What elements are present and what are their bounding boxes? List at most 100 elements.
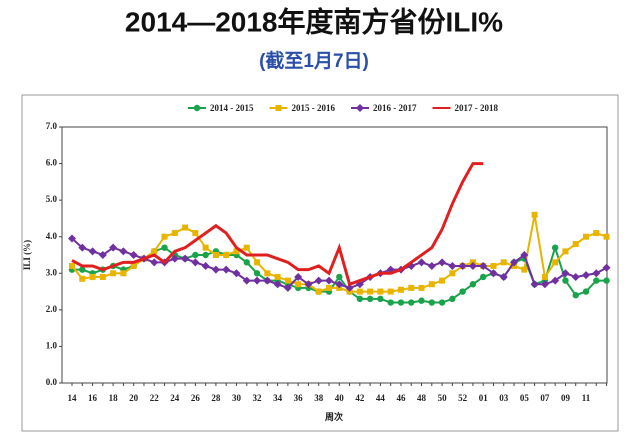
x-tick-label: 42 (355, 393, 365, 403)
marker (387, 288, 394, 295)
marker (480, 273, 487, 281)
marker (562, 277, 569, 284)
y-tick-label: 3.0 (46, 267, 58, 277)
x-tick-label: 32 (253, 393, 263, 403)
x-tick-label: 11 (582, 393, 591, 403)
series-line (71, 162, 484, 287)
y-tick-label: 5.0 (46, 194, 58, 204)
marker (335, 280, 344, 289)
marker (68, 234, 76, 243)
marker (428, 299, 435, 306)
marker (356, 104, 364, 112)
marker (192, 251, 199, 259)
marker (109, 243, 118, 252)
marker (336, 273, 343, 281)
marker (326, 284, 332, 291)
marker (449, 270, 456, 277)
marker (243, 244, 250, 251)
marker (161, 244, 168, 251)
marker (459, 288, 466, 295)
marker (254, 259, 261, 266)
marker (212, 252, 219, 258)
marker (458, 261, 467, 270)
marker (79, 275, 86, 282)
marker (222, 265, 231, 274)
marker (593, 277, 600, 284)
y-tick-label: 4.0 (46, 231, 58, 241)
x-tick-label: 26 (191, 393, 201, 403)
marker (89, 273, 96, 280)
marker (275, 105, 282, 111)
marker (283, 283, 292, 292)
marker (223, 252, 230, 258)
marker (561, 269, 570, 278)
x-tick-label: 14 (68, 393, 78, 403)
marker (192, 230, 199, 237)
x-tick-label: 48 (417, 393, 427, 403)
x-tick-label: 52 (458, 393, 468, 403)
legend-label: 2015 - 2016 (292, 103, 336, 113)
marker (314, 276, 323, 285)
marker (551, 244, 559, 251)
marker (253, 276, 262, 285)
marker (500, 259, 507, 266)
marker (377, 288, 384, 295)
marker (540, 280, 549, 289)
marker (233, 248, 240, 255)
marker (182, 224, 189, 231)
chart-title: 2014—2018年度南方省份ILI% (125, 5, 503, 37)
marker (356, 288, 363, 295)
marker (602, 263, 611, 272)
x-tick-label: 50 (438, 393, 448, 403)
marker (417, 258, 426, 267)
chart-frame (21, 94, 619, 432)
x-axis-label: 周次 (325, 411, 343, 422)
marker (315, 288, 322, 295)
marker (572, 292, 579, 299)
marker (397, 286, 404, 293)
marker (170, 254, 179, 263)
marker (582, 271, 590, 280)
marker (520, 251, 529, 259)
marker (572, 241, 579, 248)
marker (438, 299, 446, 306)
marker (294, 272, 303, 281)
legend-label: 2014 - 2015 (210, 103, 254, 113)
y-tick-label: 1.0 (46, 340, 58, 350)
marker (243, 259, 250, 266)
x-tick-label: 05 (520, 393, 530, 403)
marker (242, 276, 251, 285)
marker (69, 262, 75, 269)
marker (263, 276, 272, 285)
marker (583, 233, 589, 240)
marker (295, 281, 302, 288)
marker (448, 261, 457, 270)
x-tick-label: 03 (499, 393, 509, 403)
x-tick-label: 18 (109, 393, 119, 403)
marker (571, 272, 580, 281)
marker (603, 233, 610, 240)
x-tick-label: 30 (232, 393, 242, 403)
marker (273, 280, 282, 289)
marker (151, 248, 158, 255)
marker (551, 276, 560, 285)
x-tick-label: 28 (211, 393, 221, 403)
x-tick-label: 01 (479, 393, 489, 403)
plot-area (61, 126, 608, 384)
marker (181, 254, 190, 263)
marker (325, 276, 333, 285)
marker (387, 299, 394, 306)
marker (469, 281, 477, 288)
marker (304, 280, 313, 289)
legend-label: 2017 - 2018 (455, 103, 499, 113)
marker (439, 277, 446, 284)
marker (211, 265, 220, 274)
marker (427, 261, 436, 270)
marker (593, 230, 600, 237)
marker (78, 243, 87, 252)
x-tick-label: 40 (335, 393, 345, 403)
y-axis-label: ILI (%) (22, 240, 32, 270)
marker (232, 269, 241, 278)
marker (98, 251, 107, 259)
marker (408, 284, 415, 291)
